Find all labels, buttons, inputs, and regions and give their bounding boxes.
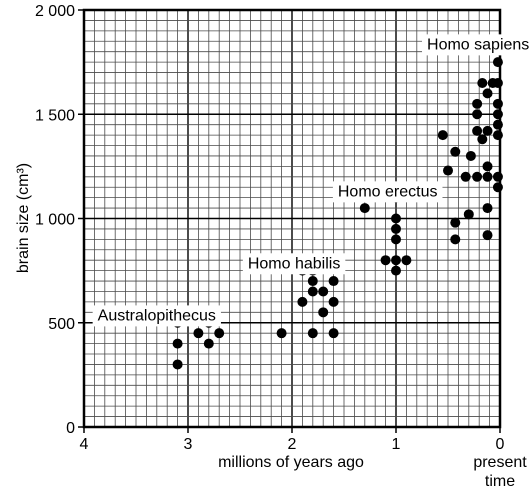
data-point [482, 88, 493, 99]
group-label-background [332, 181, 443, 203]
x-tick-label: 2 [288, 436, 297, 453]
data-point [391, 265, 401, 276]
data-point [482, 203, 493, 214]
data-point [492, 98, 503, 109]
data-point [492, 171, 503, 182]
present-time-label: present [473, 454, 527, 471]
grid [83, 9, 501, 428]
data-point [463, 209, 474, 220]
data-point [359, 203, 370, 214]
data-point [328, 276, 339, 287]
present-time-label: time [485, 473, 515, 490]
y-tick-label: 2 000 [35, 3, 75, 20]
data-point [276, 328, 287, 339]
data-point [328, 328, 339, 339]
x-tick-label: 4 [80, 436, 89, 453]
group-label-background [242, 253, 346, 275]
group-label-background [422, 34, 531, 56]
data-point [391, 255, 401, 266]
data-point [472, 109, 483, 120]
data-point [318, 307, 329, 318]
data-point [472, 171, 483, 182]
group-label-text: Homo habilis [248, 255, 340, 272]
data-point [492, 182, 503, 193]
data-point [307, 286, 318, 297]
data-point [391, 234, 401, 245]
data-point [472, 98, 483, 109]
data-point [465, 150, 476, 161]
group-label: Homo habilis [242, 253, 346, 275]
data-point [172, 359, 183, 370]
x-tick-label: 0 [496, 436, 505, 453]
x-tick-label: 1 [392, 436, 401, 453]
x-tick-label: 3 [184, 436, 193, 453]
data-point [214, 328, 225, 339]
data-point [492, 77, 503, 88]
data-point [318, 286, 329, 297]
data-point [492, 119, 503, 130]
data-point [391, 223, 401, 234]
data-point [482, 230, 493, 241]
data-point [172, 338, 183, 349]
data-point [472, 125, 483, 136]
group-label: Australopithecus [92, 305, 221, 327]
data-point [193, 328, 204, 339]
y-tick-label: 500 [48, 316, 75, 333]
y-tick-label: 1 000 [35, 212, 75, 229]
data-points [172, 57, 503, 370]
data-point [477, 77, 488, 88]
data-point [492, 130, 503, 141]
x-axis-label: millions of years ago [218, 454, 364, 471]
data-point [391, 213, 401, 224]
data-point [328, 296, 339, 307]
data-point [482, 125, 493, 136]
group-label: Homo sapiens [422, 34, 531, 56]
data-point [450, 217, 461, 228]
group-label-text: Homo sapiens [427, 36, 529, 53]
data-point [401, 255, 412, 266]
data-point [482, 171, 493, 182]
data-point [492, 57, 503, 68]
data-point [482, 161, 493, 172]
data-point [380, 255, 391, 266]
data-point [450, 234, 461, 245]
data-point [460, 171, 471, 182]
data-point [492, 109, 503, 120]
y-tick-label: 1 500 [35, 107, 75, 124]
data-point [437, 130, 448, 141]
data-point [307, 276, 318, 287]
data-point [297, 296, 308, 307]
data-point [477, 134, 488, 145]
data-point [443, 165, 453, 176]
y-axis-label: brain size (cm³) [15, 163, 32, 273]
group-label-text: Australopithecus [98, 307, 216, 324]
group-label-text: Homo erectus [338, 183, 438, 200]
data-point [203, 338, 214, 349]
group-label: Homo erectus [332, 181, 443, 203]
group-label-background [92, 305, 221, 327]
data-point [307, 328, 318, 339]
data-point [450, 146, 461, 157]
y-tick-label: 0 [66, 420, 75, 437]
